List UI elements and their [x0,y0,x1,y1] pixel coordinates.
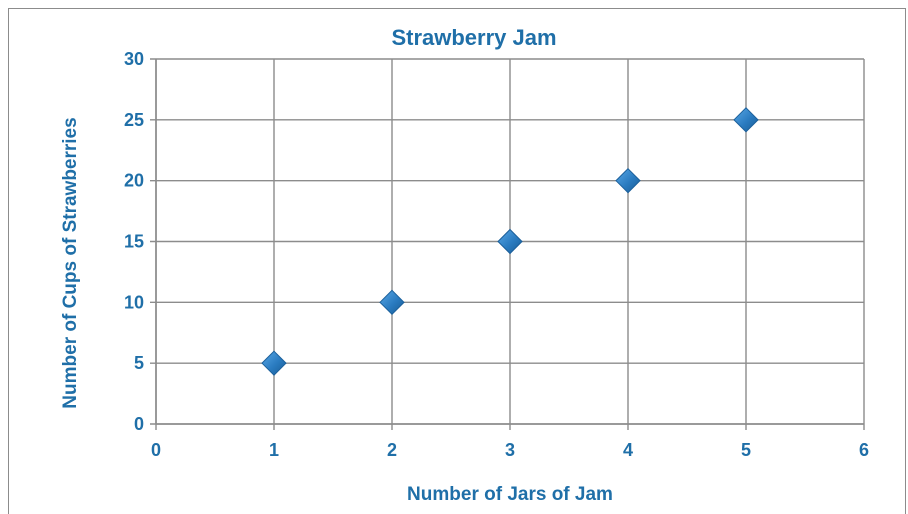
x-tick-label: 6 [859,440,869,460]
y-tick-label: 15 [124,232,144,252]
y-axis-title: Number of Cups of Strawberries [60,117,81,408]
x-axis-title: Number of Jars of Jam [407,484,613,505]
y-tick-label: 30 [124,49,144,69]
x-tick-label: 1 [269,440,279,460]
y-tick-label: 20 [124,171,144,191]
data-point [261,350,287,376]
x-tick-label: 3 [505,440,515,460]
x-tick-label: 5 [741,440,751,460]
x-tick-label: 0 [151,440,161,460]
y-tick-label: 25 [124,110,144,130]
chart-title: Strawberry Jam [391,25,556,50]
x-tick-label: 2 [387,440,397,460]
data-point [497,228,523,255]
y-tick-label: 0 [134,414,144,434]
tick-labels: 0 5 10 15 20 25 30 0 1 2 3 4 5 6 [124,49,869,460]
x-tick-label: 4 [623,440,633,460]
data-points [261,107,759,376]
y-tick-label: 10 [124,292,144,312]
chart-area [8,8,906,514]
y-tick-label: 5 [134,353,144,373]
data-point [733,107,759,133]
data-point [615,167,641,194]
data-point [379,289,405,316]
